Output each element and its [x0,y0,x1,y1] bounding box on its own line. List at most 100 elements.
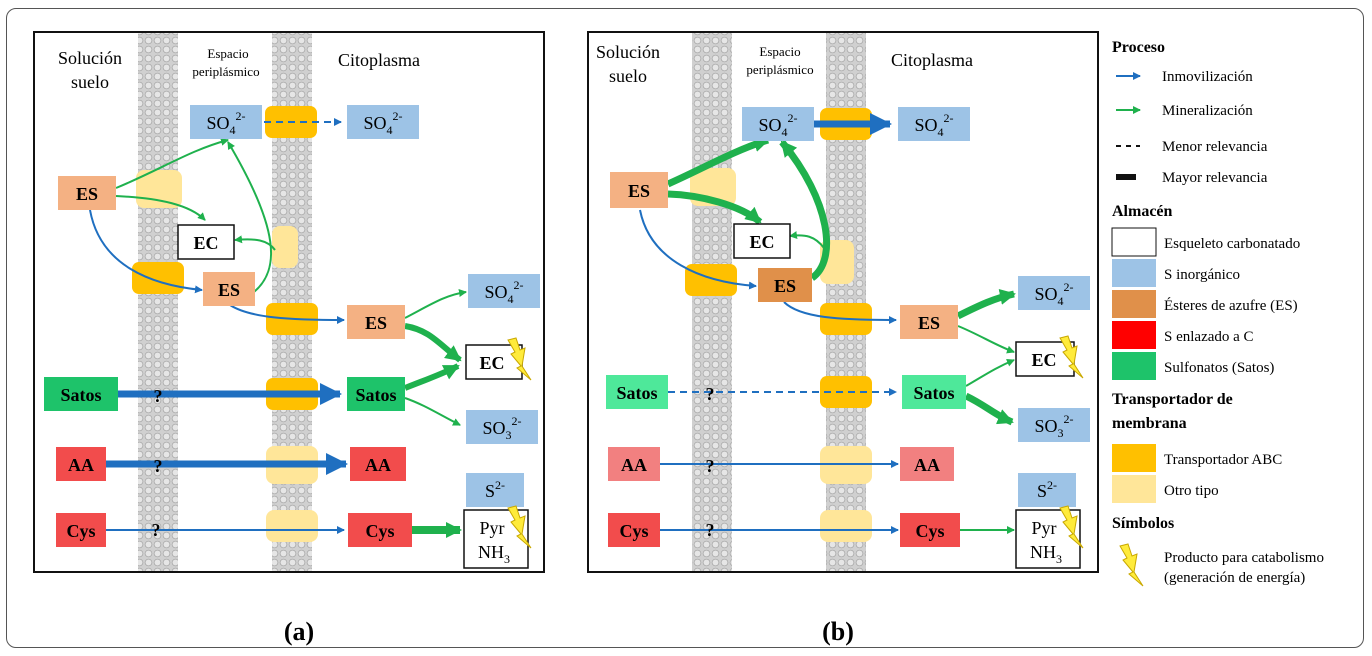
so4-peri-a-label: SO42- [206,109,245,137]
legend-inorganic-s: S inorgánico [1164,267,1240,283]
arrow-es-to-cyto-b [783,301,897,324]
ec-peri-a-label: EC [193,233,218,253]
so3-product-b-label: SO32- [1034,412,1073,440]
satos-cyto-a [347,377,405,411]
arrow-es-to-so4-cyto-b [956,289,1016,320]
legend-symbols-title: Símbolos [1112,515,1174,532]
arrow-satos-to-ec-b [965,359,1015,387]
es-peri-b [758,268,812,302]
abc-transporter-b-2 [685,264,737,296]
ec-product-b [1015,341,1075,377]
aa-cyto-b [900,447,954,481]
abc-transporter-b-4 [820,376,872,408]
arrow-to-ec-peri-b [789,231,825,249]
unknown-mark-b-2: ? [706,456,715,476]
es-peri-a [203,272,255,306]
es-cyto-b-label: ES [918,313,940,333]
arrow-es-immobilization-a [89,209,203,294]
so3-product-a-label: SO32- [482,414,521,442]
s2-product-a [466,473,524,507]
cys-soil-b [608,513,660,547]
cys-cyto-b [900,513,960,547]
periplasm-label-b-2: periplásmico [746,62,813,77]
cys-cyto-a [348,513,412,547]
legend-transporter-title-2: membrana [1112,415,1187,432]
pyr-a-label: Pyr [479,518,504,538]
ec-peri-b [733,223,791,259]
satos-cyto-b [902,375,966,409]
legend-mineralization: Mineralización [1162,103,1253,119]
so3-product-a [466,410,538,444]
pyr-b-label: Pyr [1031,518,1056,538]
cys-cyto-a-label: Cys [365,521,394,541]
major-bar-icon [1116,174,1136,180]
cys-soil-a-label: Cys [66,521,95,541]
satos-soil-b-label: Satos [616,383,657,403]
aa-cyto-a-label: AA [365,455,391,475]
cytoplasm-label-a: Citoplasma [338,50,420,70]
legend-carbon-skeleton: Esqueleto carbonatado [1164,236,1300,252]
swatch-abc-transporter [1112,444,1156,472]
arrow-satos-to-so3-b [964,392,1014,426]
legend-c-bonded-s: S enlazado a C [1164,329,1254,345]
so4-peri-b [742,107,814,141]
es-peri-b-label: ES [774,276,796,296]
lightning-bolt-icon [1119,543,1144,587]
arrow-es-to-so4-b [666,136,770,188]
arrow-satos-to-so3-a [404,397,461,426]
satos-soil-b [606,375,668,409]
arrow-es-to-cyto-a [229,304,345,324]
swatch-sulfonates [1112,352,1156,380]
cys-soil-a [56,513,106,547]
so4-product-a [468,274,540,308]
swatch-inorganic-s [1112,259,1156,287]
arrow-es-peri-to-so4-a [227,141,273,293]
aa-cyto-b-label: AA [914,455,940,475]
legend-catabolism-2: (generación de energía) [1164,570,1305,586]
es-cyto-b [900,305,958,339]
pyr-nh3-b [1015,509,1081,569]
legend: Proceso Inmovilización Mineralización Me… [1111,39,1324,587]
es-cyto-a [347,305,405,339]
so4-peri-a [190,105,262,139]
periplasm-label-b-1: Espacio [759,44,800,59]
soil-label-b-2: suelo [609,66,647,86]
so4-product-a-label: SO42- [484,278,523,306]
other-transporter-a-4 [266,510,318,542]
legend-other-type: Otro tipo [1164,483,1219,499]
so4-cyto-a [347,105,419,139]
aa-cyto-a [350,447,406,481]
satos-cyto-b-label: Satos [913,383,954,403]
satos-cyto-a-label: Satos [355,385,396,405]
swatch-other-type [1112,475,1156,503]
swatch-c-bonded-s [1112,321,1156,349]
soil-label-a-1: Solución [58,48,122,68]
outer-membrane-b [692,33,732,571]
cys-soil-b-label: Cys [619,521,648,541]
legend-minor: Menor relevancia [1162,139,1268,155]
legend-abc-transporter: Transportador ABC [1164,452,1282,468]
panel-a: Solución suelo Espacio periplásmico Cito… [33,31,545,646]
nh3-b-label: NH3 [1030,542,1062,566]
panel-label-b: (b) [822,617,854,646]
arrow-satos-to-ec-a [403,363,460,391]
swatch-sulfate-esters [1112,290,1156,318]
arrow-to-ec-peri-a [234,235,276,251]
satos-soil-a [44,377,118,411]
other-transporter-a-2 [272,226,298,268]
so4-product-b [1018,276,1090,310]
es-soil-a-label: ES [76,184,98,204]
legend-sulfate-esters: Ésteres de azufre (ES) [1164,297,1298,314]
soil-label-b-1: Solución [596,42,660,62]
legend-sulfonates: Sulfonatos (Satos) [1164,360,1274,376]
s2-product-b [1018,473,1076,507]
unknown-mark-b-3: ? [706,520,715,540]
aa-soil-b-label: AA [621,455,647,475]
so4-peri-b-label: SO42- [758,111,797,139]
aa-soil-a-label: AA [68,455,94,475]
so4-cyto-b-label: SO42- [914,111,953,139]
es-soil-b [610,172,668,208]
panel-b: Solución suelo Espacio periplásmico Cito… [587,31,1099,646]
periplasm-label-a-1: Espacio [207,46,248,61]
